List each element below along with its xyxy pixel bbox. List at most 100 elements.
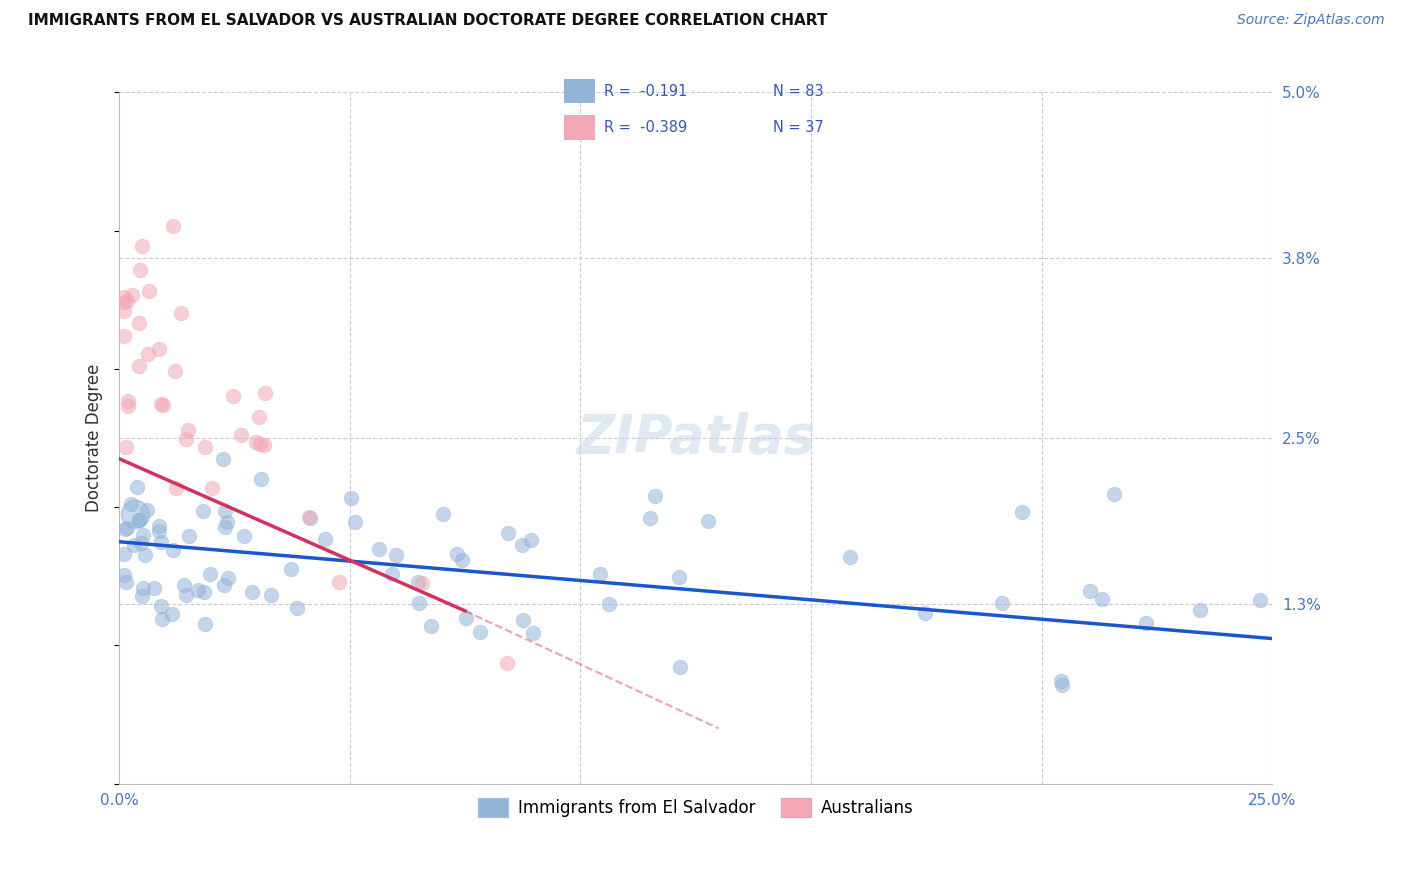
Point bbox=[150, 599, 173, 613]
Point bbox=[1050, 673, 1073, 688]
Point bbox=[120, 498, 142, 512]
Point bbox=[314, 532, 336, 546]
Point bbox=[148, 519, 170, 533]
Point bbox=[298, 511, 321, 525]
Bar bbox=[564, 115, 595, 140]
Point bbox=[150, 612, 173, 626]
Point bbox=[298, 510, 321, 524]
Point bbox=[131, 589, 153, 603]
Text: IMMIGRANTS FROM EL SALVADOR VS AUSTRALIAN DOCTORATE DEGREE CORRELATION CHART: IMMIGRANTS FROM EL SALVADOR VS AUSTRALIA… bbox=[28, 13, 828, 29]
Point bbox=[187, 582, 209, 597]
Point bbox=[112, 290, 135, 304]
Point bbox=[990, 596, 1012, 610]
Point bbox=[132, 528, 155, 542]
Point bbox=[1091, 592, 1114, 607]
Point bbox=[446, 547, 468, 561]
Point bbox=[112, 294, 135, 309]
Point bbox=[1078, 584, 1101, 599]
Point bbox=[510, 538, 533, 552]
Legend: Immigrants from El Salvador, Australians: Immigrants from El Salvador, Australians bbox=[471, 792, 920, 824]
Text: N = 37: N = 37 bbox=[773, 120, 824, 135]
Text: R =  -0.389: R = -0.389 bbox=[603, 120, 688, 135]
Point bbox=[124, 538, 146, 552]
Point bbox=[115, 521, 138, 535]
Point bbox=[328, 575, 350, 590]
Point bbox=[173, 578, 195, 592]
Point bbox=[253, 438, 276, 452]
Point bbox=[152, 398, 174, 412]
Point bbox=[260, 589, 283, 603]
Point bbox=[162, 219, 184, 234]
Point bbox=[117, 293, 139, 308]
Point bbox=[112, 329, 135, 343]
Text: N = 83: N = 83 bbox=[773, 84, 824, 99]
Point bbox=[340, 491, 363, 505]
Point bbox=[217, 516, 239, 530]
Point bbox=[367, 541, 389, 556]
Point bbox=[247, 410, 270, 425]
Point bbox=[280, 562, 302, 576]
Point bbox=[468, 624, 491, 639]
Point bbox=[117, 399, 139, 413]
Point bbox=[432, 507, 454, 521]
Point bbox=[176, 432, 198, 446]
Point bbox=[217, 571, 239, 585]
Point bbox=[1050, 678, 1073, 692]
Point bbox=[512, 613, 534, 627]
Point bbox=[250, 472, 273, 486]
Point bbox=[129, 536, 152, 550]
Point bbox=[150, 535, 173, 549]
Point bbox=[117, 393, 139, 408]
Point bbox=[249, 437, 271, 451]
Point bbox=[177, 423, 200, 437]
Point bbox=[456, 611, 478, 625]
Point bbox=[114, 522, 136, 536]
Point bbox=[174, 588, 197, 602]
Point bbox=[129, 262, 152, 277]
Point bbox=[135, 502, 157, 516]
Point bbox=[128, 359, 150, 373]
Point bbox=[1189, 602, 1212, 616]
Point bbox=[420, 618, 443, 632]
Text: R =  -0.191: R = -0.191 bbox=[603, 84, 688, 99]
Point bbox=[1011, 504, 1033, 518]
Point bbox=[194, 617, 217, 632]
Point bbox=[669, 659, 692, 673]
Point bbox=[179, 528, 201, 542]
Point bbox=[128, 513, 150, 527]
Point bbox=[589, 566, 612, 581]
Point bbox=[380, 566, 402, 581]
Point bbox=[115, 575, 138, 590]
Point bbox=[211, 451, 233, 466]
Point bbox=[112, 568, 135, 582]
Point bbox=[125, 480, 148, 494]
Point bbox=[128, 514, 150, 528]
Point bbox=[194, 440, 217, 454]
Point bbox=[233, 528, 256, 542]
Point bbox=[138, 284, 160, 298]
Point bbox=[115, 440, 138, 454]
Point bbox=[697, 514, 720, 528]
Point bbox=[136, 346, 159, 360]
Point bbox=[496, 525, 519, 540]
Point bbox=[343, 515, 366, 529]
Point bbox=[839, 549, 862, 564]
Point bbox=[112, 304, 135, 318]
Point bbox=[406, 575, 429, 590]
Point bbox=[163, 364, 186, 378]
Point bbox=[200, 566, 222, 581]
Point bbox=[201, 481, 224, 495]
Bar bbox=[564, 79, 595, 103]
Point bbox=[150, 397, 173, 411]
Point bbox=[112, 547, 135, 561]
Point bbox=[134, 548, 156, 562]
Point bbox=[522, 626, 544, 640]
Point bbox=[598, 598, 620, 612]
Y-axis label: Doctorate Degree: Doctorate Degree bbox=[86, 364, 103, 512]
Point bbox=[638, 511, 661, 525]
Point bbox=[214, 520, 236, 534]
Point bbox=[245, 434, 267, 449]
Point bbox=[193, 584, 215, 599]
Point bbox=[644, 490, 666, 504]
Point bbox=[214, 578, 236, 592]
